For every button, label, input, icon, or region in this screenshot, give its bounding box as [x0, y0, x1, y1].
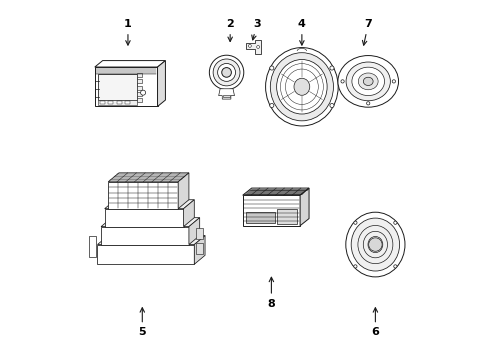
Bar — [108, 182, 178, 209]
Polygon shape — [218, 89, 234, 99]
Ellipse shape — [358, 73, 377, 90]
Ellipse shape — [351, 67, 384, 96]
Text: 8: 8 — [267, 277, 275, 309]
Circle shape — [269, 66, 273, 70]
Polygon shape — [108, 173, 188, 182]
Polygon shape — [88, 235, 96, 257]
Polygon shape — [242, 188, 308, 195]
Circle shape — [256, 45, 259, 48]
Bar — [137, 73, 142, 77]
Circle shape — [340, 80, 344, 83]
Bar — [117, 101, 122, 104]
Bar — [125, 101, 130, 104]
Text: 1: 1 — [124, 19, 132, 45]
Polygon shape — [101, 218, 199, 226]
Text: 2: 2 — [226, 19, 234, 41]
Ellipse shape — [276, 59, 326, 114]
Bar — [137, 86, 142, 90]
Ellipse shape — [350, 218, 399, 271]
Polygon shape — [95, 60, 165, 67]
Polygon shape — [178, 173, 188, 209]
Bar — [108, 101, 113, 104]
Ellipse shape — [345, 212, 404, 277]
Ellipse shape — [363, 77, 372, 86]
Polygon shape — [183, 200, 194, 226]
Bar — [101, 226, 188, 244]
Circle shape — [213, 59, 240, 86]
Bar — [223, 95, 230, 97]
Polygon shape — [245, 40, 261, 54]
Polygon shape — [157, 60, 165, 107]
Bar — [246, 212, 274, 223]
Text: 5: 5 — [138, 308, 146, 337]
Text: 3: 3 — [251, 19, 260, 40]
Polygon shape — [97, 235, 204, 244]
Bar — [97, 244, 194, 264]
Circle shape — [329, 66, 333, 70]
Polygon shape — [104, 200, 194, 209]
Circle shape — [393, 221, 396, 224]
Ellipse shape — [270, 53, 333, 121]
Ellipse shape — [337, 55, 398, 107]
Bar — [104, 209, 183, 226]
Bar — [95, 67, 157, 107]
Bar — [98, 100, 136, 105]
Ellipse shape — [293, 78, 309, 95]
Circle shape — [353, 265, 356, 268]
Polygon shape — [196, 243, 203, 253]
Circle shape — [391, 80, 395, 83]
Circle shape — [221, 68, 231, 77]
Bar — [98, 75, 136, 100]
Circle shape — [209, 55, 244, 90]
Circle shape — [366, 102, 369, 105]
Ellipse shape — [346, 62, 389, 101]
Bar — [137, 98, 142, 102]
Bar — [277, 209, 297, 224]
Polygon shape — [196, 228, 203, 239]
Polygon shape — [300, 188, 308, 226]
Bar — [137, 92, 142, 96]
Ellipse shape — [265, 48, 338, 126]
Circle shape — [141, 90, 145, 95]
Circle shape — [368, 238, 381, 251]
Polygon shape — [188, 218, 199, 244]
Circle shape — [217, 63, 235, 81]
Text: 4: 4 — [297, 19, 305, 45]
Bar — [242, 195, 300, 226]
Text: 7: 7 — [362, 19, 371, 45]
Circle shape — [248, 44, 251, 47]
Bar — [100, 101, 104, 104]
Bar — [137, 80, 142, 84]
Text: 6: 6 — [371, 308, 379, 337]
Circle shape — [269, 103, 273, 108]
Circle shape — [329, 103, 333, 108]
Polygon shape — [194, 235, 204, 264]
Circle shape — [353, 221, 356, 224]
Circle shape — [393, 265, 396, 268]
